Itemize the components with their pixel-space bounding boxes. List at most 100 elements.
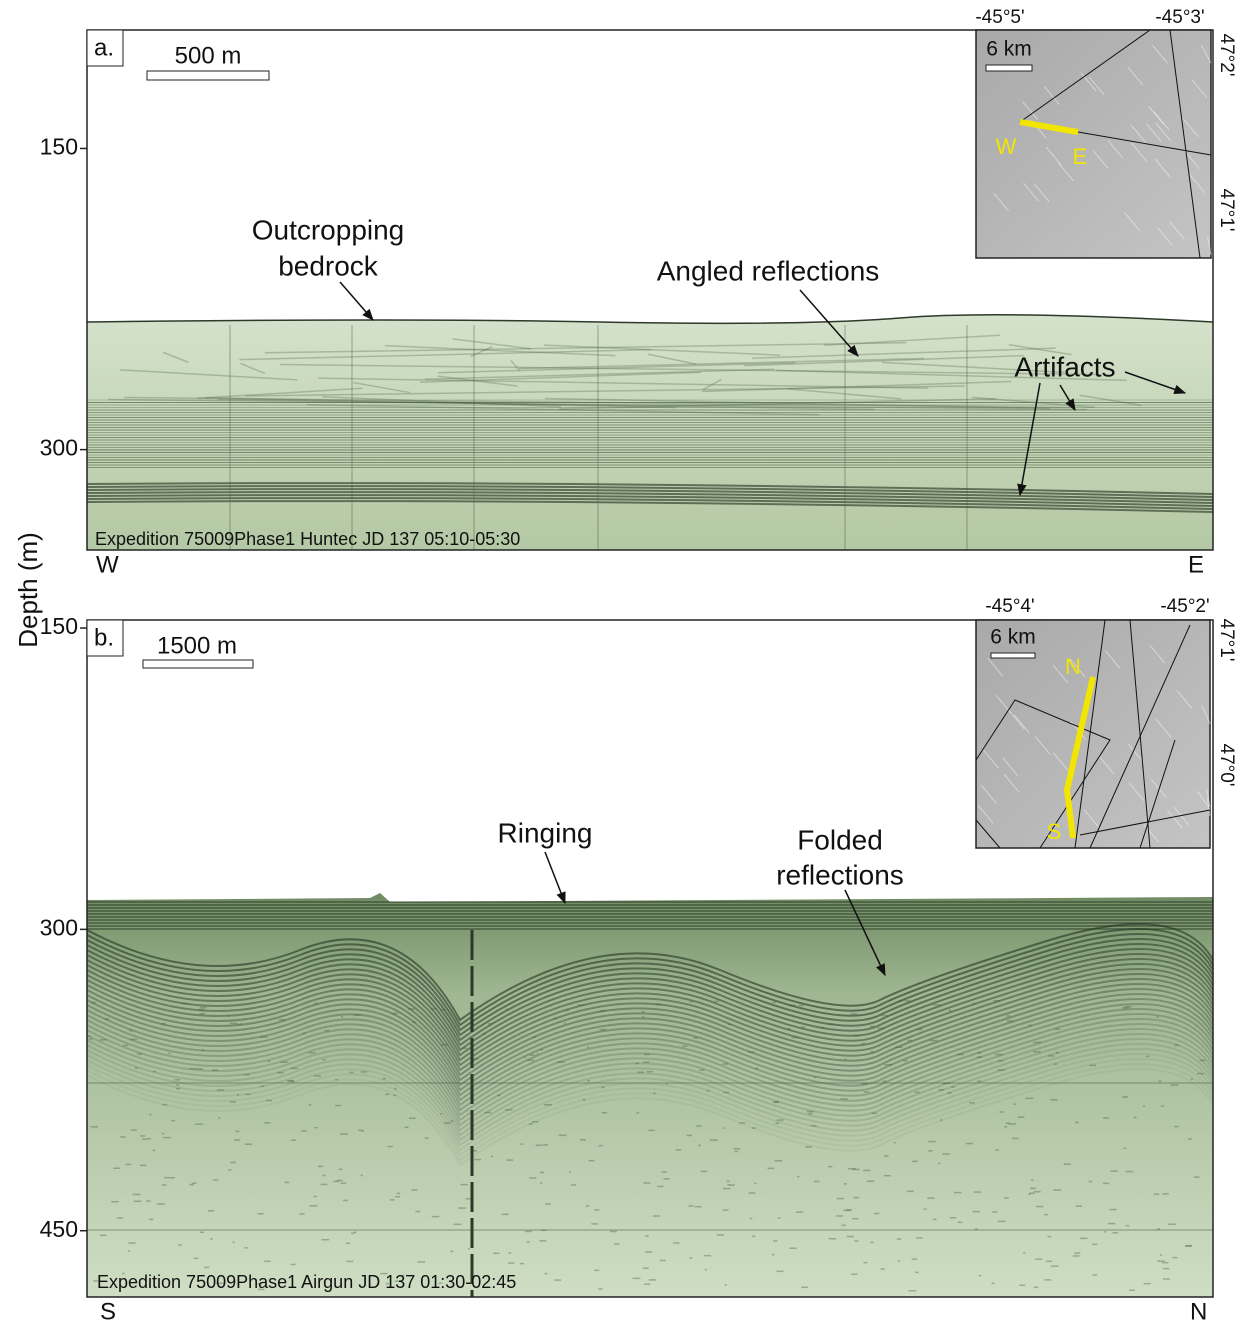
relief: [1127, 743, 1144, 763]
noise: [949, 1216, 957, 1219]
noise: [385, 1282, 390, 1285]
noise: [123, 1044, 129, 1047]
noise: [1174, 1125, 1179, 1128]
relief: [1206, 789, 1211, 808]
noise: [460, 1183, 468, 1186]
noise: [751, 1127, 757, 1129]
noise: [141, 1138, 147, 1140]
noise: [178, 1244, 183, 1246]
panel-label-box: [86, 29, 124, 67]
reflector: [775, 369, 1127, 382]
reflector: [86, 978, 1214, 1077]
noise: [828, 1165, 833, 1168]
noise: [643, 1061, 650, 1064]
noise: [411, 1021, 416, 1023]
noise: [390, 1199, 395, 1201]
noise: [1133, 1116, 1137, 1119]
reflector: [787, 388, 902, 400]
reflector: [86, 1068, 1214, 1167]
noise: [278, 1018, 286, 1021]
relief: [993, 192, 1010, 212]
noise: [594, 1269, 600, 1272]
reflector: [86, 993, 1214, 1092]
noise: [536, 1052, 539, 1055]
scale-bar-label: 1500 m: [157, 632, 237, 659]
noise: [637, 1071, 644, 1074]
noise: [504, 1109, 513, 1111]
relief: [1045, 146, 1062, 166]
reflector: [86, 1033, 1214, 1132]
noise: [1028, 1193, 1031, 1196]
noise: [594, 1209, 600, 1211]
noise: [734, 1150, 738, 1153]
noise: [441, 1043, 448, 1046]
noise: [997, 1220, 1006, 1223]
noise: [663, 1178, 670, 1180]
noise: [928, 1140, 936, 1143]
noise: [474, 1158, 482, 1161]
noise: [580, 1139, 586, 1141]
noise: [1199, 1059, 1206, 1062]
noise: [727, 1183, 731, 1186]
noise: [161, 1184, 167, 1186]
noise: [1006, 1020, 1014, 1022]
noise: [851, 1273, 858, 1275]
noise: [411, 1189, 418, 1191]
lon-tick-label: -45°4': [985, 596, 1034, 617]
noise: [1123, 1147, 1127, 1150]
survey-line: [1074, 619, 1106, 849]
noise: [308, 1104, 312, 1106]
y-tick-label: 300: [40, 435, 78, 461]
reflector: [86, 963, 1214, 1062]
noise: [1125, 1170, 1134, 1173]
noise: [797, 1175, 800, 1178]
reflector: [86, 497, 1214, 510]
noise: [554, 1279, 562, 1281]
noise: [229, 1022, 238, 1025]
reflector: [452, 338, 532, 350]
noise: [644, 1283, 651, 1285]
relief: [1033, 183, 1050, 203]
noise: [848, 1167, 856, 1170]
relief: [1149, 644, 1166, 664]
noise: [394, 1087, 397, 1090]
reflector: [306, 403, 820, 416]
noise: [1075, 1121, 1079, 1124]
noise: [161, 1132, 165, 1135]
noise: [774, 1101, 780, 1104]
relief: [1152, 44, 1168, 64]
noise: [1103, 1117, 1109, 1119]
noise: [392, 1012, 399, 1015]
noise: [197, 1068, 204, 1070]
noise: [458, 1207, 466, 1209]
annotation-arrow: [799, 289, 859, 357]
noise: [686, 1134, 692, 1137]
relief: [1013, 714, 1030, 734]
noise: [940, 1119, 943, 1121]
noise: [776, 1270, 784, 1273]
noise: [1161, 1261, 1169, 1264]
noise: [497, 1094, 501, 1097]
noise: [539, 1240, 547, 1242]
noise: [88, 1035, 91, 1037]
noise: [929, 1039, 938, 1042]
noise: [1158, 1080, 1162, 1082]
noise: [1011, 1137, 1020, 1140]
noise: [321, 1238, 330, 1241]
noise: [585, 1205, 590, 1207]
noise: [582, 1098, 586, 1101]
noise: [125, 1163, 132, 1166]
reflector: [240, 362, 266, 375]
noise: [1054, 1063, 1058, 1065]
noise: [577, 1004, 585, 1006]
noise: [146, 1138, 151, 1140]
noise: [646, 1070, 653, 1073]
noise: [709, 1139, 718, 1141]
noise: [563, 1022, 566, 1024]
noise: [491, 1155, 494, 1158]
noise: [1074, 1252, 1081, 1254]
noise: [852, 1168, 860, 1171]
noise: [424, 1137, 429, 1139]
noise: [1054, 1028, 1061, 1030]
noise: [351, 1232, 355, 1234]
